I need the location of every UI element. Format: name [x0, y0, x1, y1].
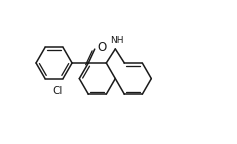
Text: O: O: [98, 41, 107, 54]
Text: Cl: Cl: [52, 86, 63, 95]
Text: NH: NH: [110, 36, 123, 46]
